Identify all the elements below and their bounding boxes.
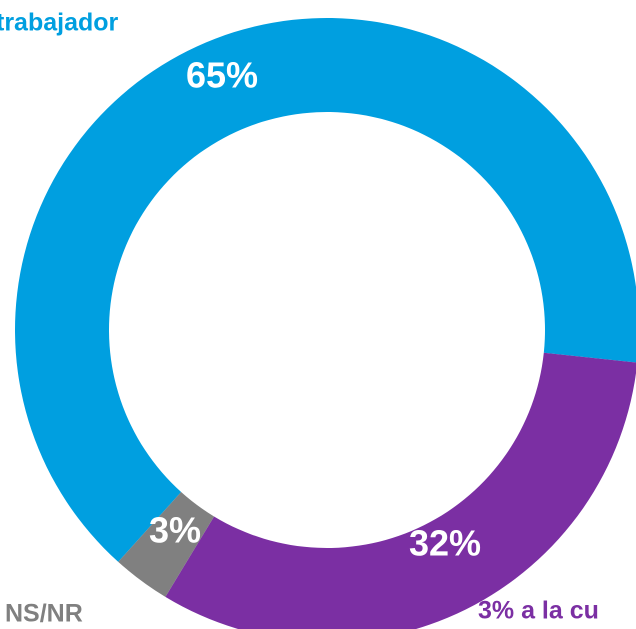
category-label: NS/NR (5, 600, 83, 628)
value-label: 3% (149, 510, 201, 551)
donut-segment (15, 18, 636, 562)
value-label: 65% (186, 55, 258, 96)
donut-segment (118, 492, 215, 597)
category-label: 3% a la cu (478, 597, 599, 625)
donut-segment (165, 352, 636, 629)
value-label: 32% (409, 523, 481, 564)
category-label: trabajador (0, 9, 119, 37)
